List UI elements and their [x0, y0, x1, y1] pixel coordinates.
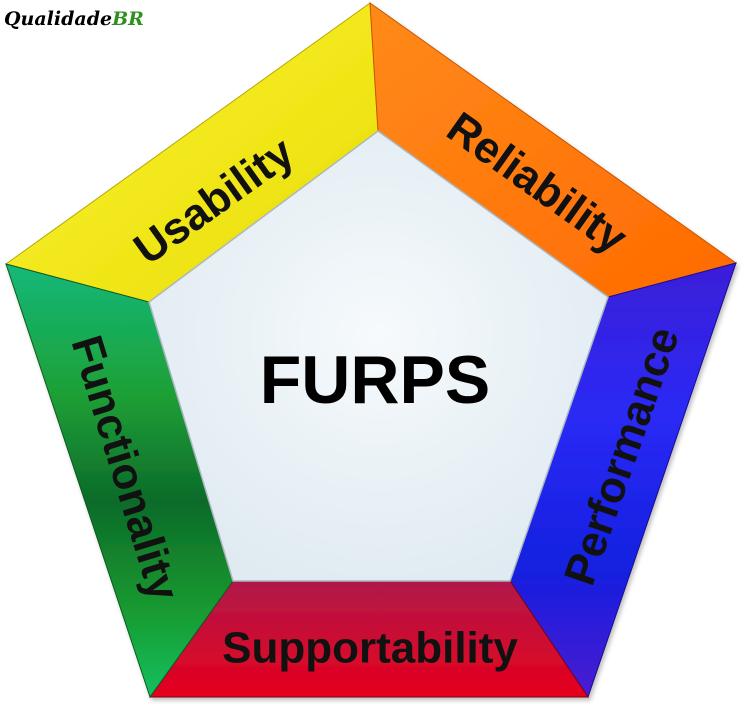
center-title: FURPS	[260, 342, 490, 418]
center-panel	[148, 130, 609, 582]
logo-main-text: Qualidade	[4, 8, 112, 30]
logo-text: QualidadeBR	[4, 8, 144, 30]
logo-accent-text: BR	[111, 8, 144, 30]
label-supportability: Supportability	[222, 624, 518, 673]
